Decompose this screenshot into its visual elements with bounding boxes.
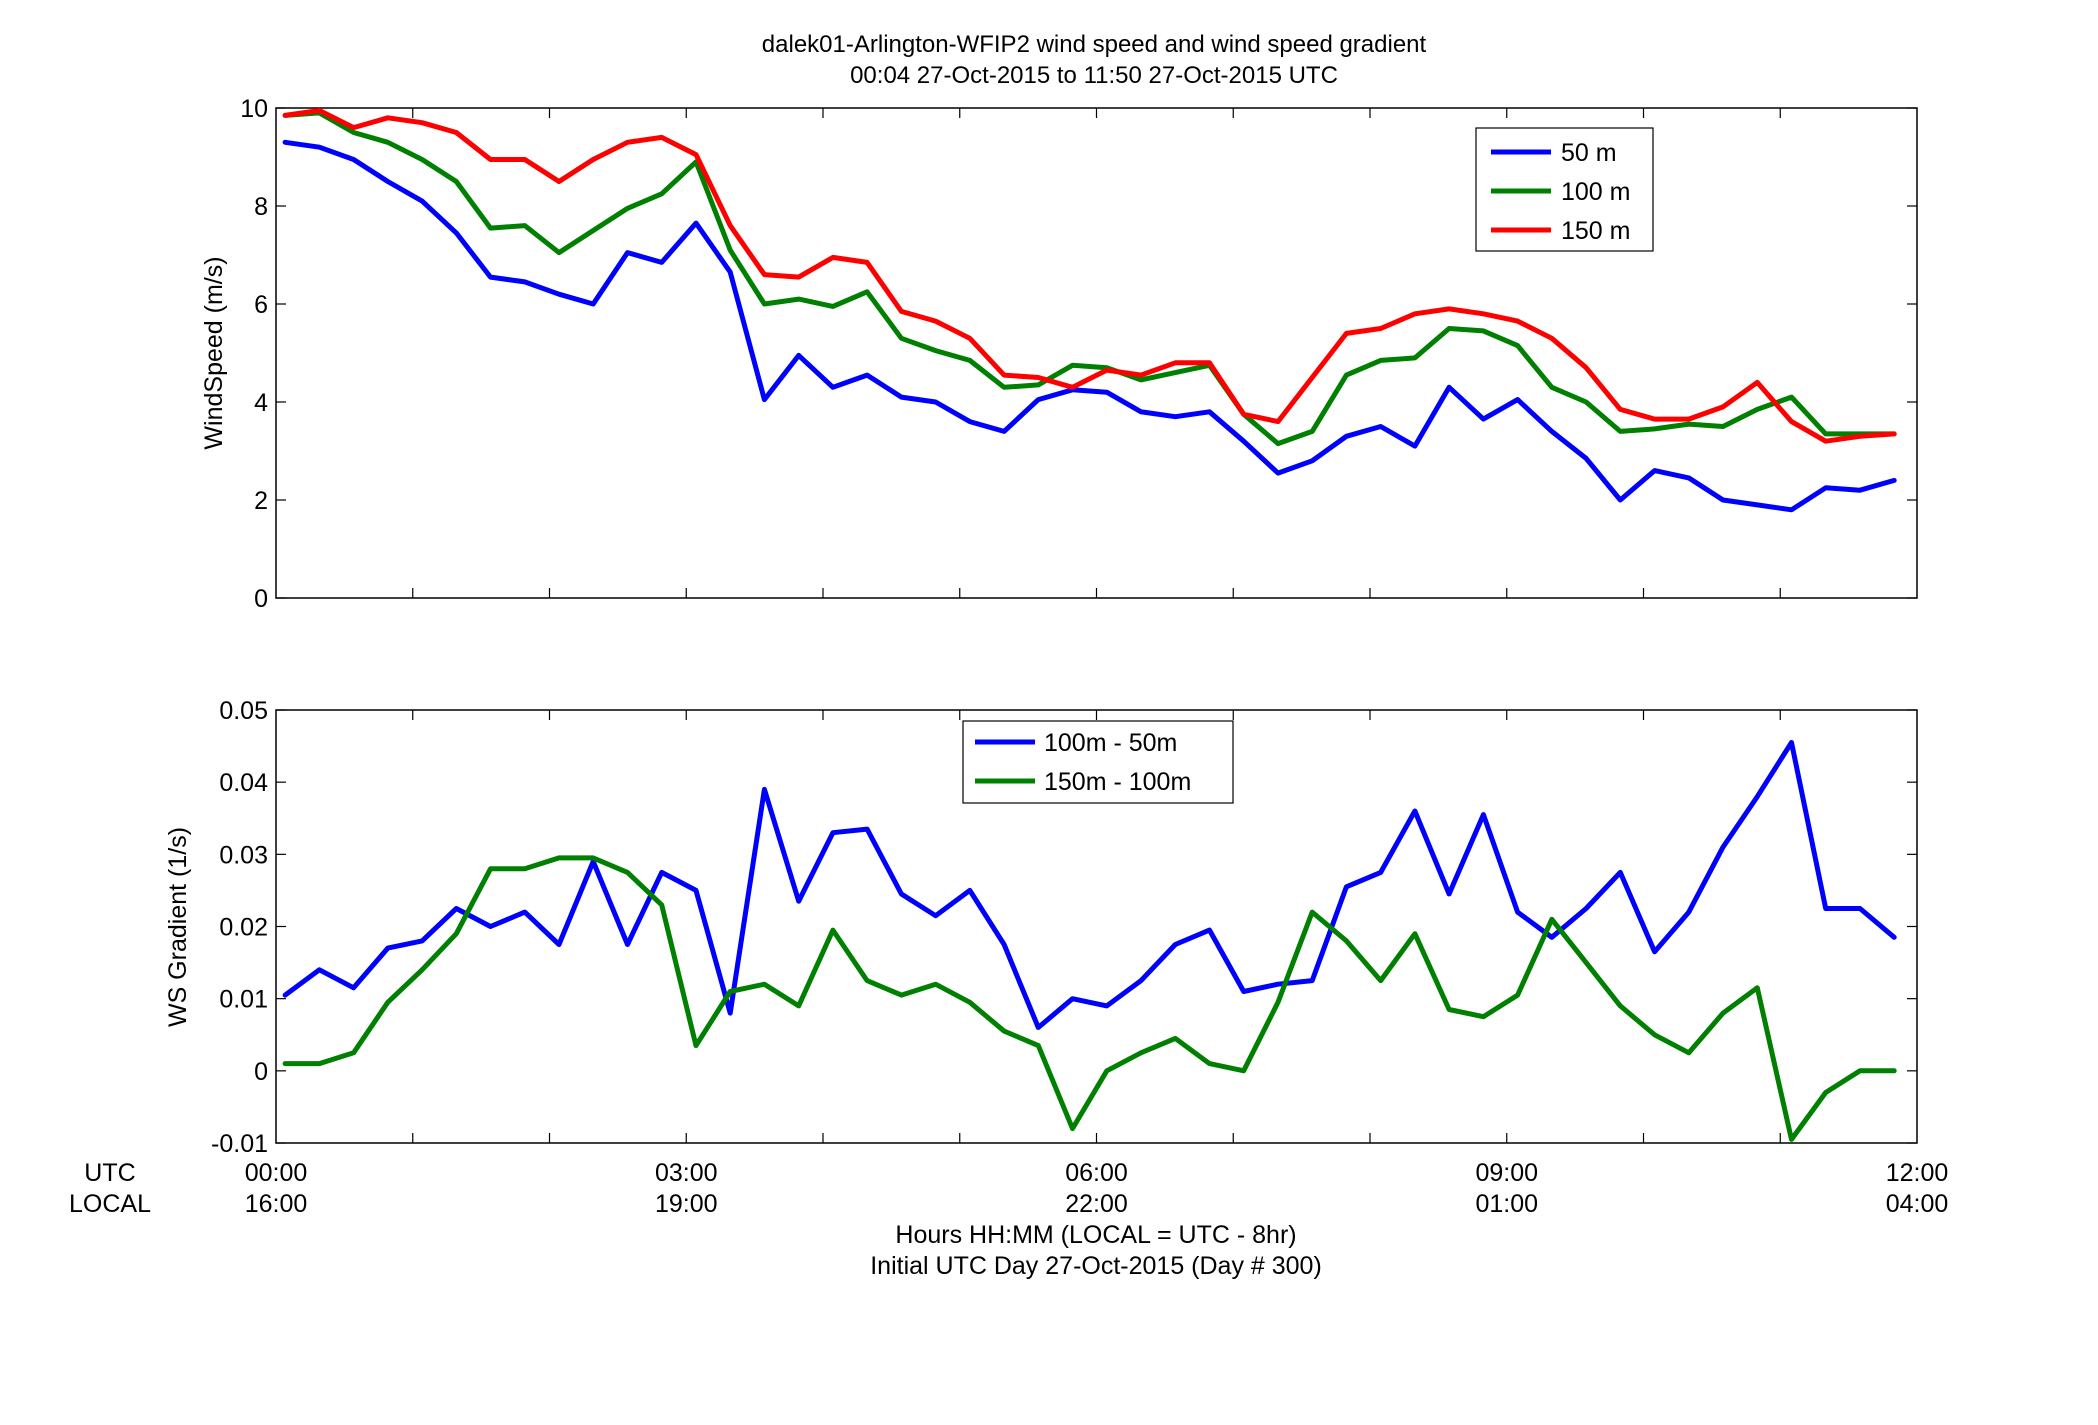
gradient-panel: -0.01 0 0.01 0.02 0.03 0.04 0.05 WS Gradient (… — [164, 697, 1918, 1158]
x-tick-label-utc: 03:00 — [655, 1159, 718, 1187]
y-tick-label: 4 — [254, 389, 268, 417]
y-tick-label: 0 — [254, 585, 268, 613]
windspeed-y-axis-label: WindSpeed (m/s) — [200, 256, 228, 449]
row-label-utc: UTC — [84, 1159, 135, 1187]
x-tick-label-local: 01:00 — [1475, 1190, 1538, 1218]
legend-label-100m: 100 m — [1561, 178, 1630, 206]
windspeed-ticks: 0 2 4 6 8 10 — [240, 95, 1917, 613]
y-tick-label: 10 — [240, 95, 268, 123]
windspeed-series — [282, 108, 1897, 513]
y-tick-label: 0.02 — [219, 914, 268, 942]
y-tick-label: 0.03 — [219, 841, 268, 869]
x-tick-label-local: 22:00 — [1065, 1190, 1128, 1218]
y-tick-label: 0.05 — [219, 697, 268, 725]
legend-label-150m: 150 m — [1561, 217, 1630, 245]
x-axis-label: Hours HH:MM (LOCAL = UTC - 8hr) — [895, 1221, 1296, 1249]
row-label-local: LOCAL — [69, 1190, 151, 1218]
windspeed-panel: 0 2 4 6 8 10 WindSpeed (m/s) 50 m 100 m 150 m — [200, 95, 1918, 613]
y-tick-label: 0 — [254, 1058, 268, 1086]
gradient-y-axis-label: WS Gradient (1/s) — [164, 827, 192, 1027]
series-line-100m — [282, 110, 1897, 447]
y-tick-label: 6 — [254, 291, 268, 319]
x-tick-label-local: 19:00 — [655, 1190, 718, 1218]
windspeed-legend: 50 m 100 m 150 m — [1475, 127, 1654, 252]
x-tick-label-utc: 00:00 — [245, 1159, 308, 1187]
y-tick-label: 2 — [254, 487, 268, 515]
legend-label-100m-50m: 100m - 50m — [1044, 729, 1177, 757]
chart-subtitle: 00:04 27-Oct-2015 to 11:50 27-Oct-2015 U… — [850, 62, 1338, 89]
y-tick-label: -0.01 — [211, 1130, 268, 1158]
gradient-ticks: -0.01 0 0.01 0.02 0.03 0.04 0.05 — [211, 697, 1917, 1158]
series-line-100m-50m — [282, 740, 1897, 1030]
x-axis-sublabel: Initial UTC Day 27-Oct-2015 (Day # 300) — [870, 1252, 1322, 1280]
x-tick-label-local: 16:00 — [245, 1190, 308, 1218]
gradient-legend: 100m - 50m 150m - 100m — [962, 720, 1234, 804]
gradient-legend-box — [962, 720, 1234, 804]
series-line-50m — [282, 139, 1897, 513]
x-tick-labels: 00:00 16:00 03:00 19:00 06:00 22:00 09:00 01:00… — [245, 1159, 1949, 1218]
x-tick-label-utc: 12:00 — [1886, 1159, 1949, 1187]
legend-label-50m: 50 m — [1561, 139, 1617, 167]
y-tick-label: 0.04 — [219, 769, 268, 797]
windspeed-plot-area — [275, 107, 1918, 599]
x-tick-label-utc: 06:00 — [1065, 1159, 1128, 1187]
x-tick-label-local: 04:00 — [1886, 1190, 1949, 1218]
x-tick-label-utc: 09:00 — [1475, 1159, 1538, 1187]
chart-title: dalek01-Arlington-WFIP2 wind speed and w… — [762, 31, 1427, 58]
series-line-150m — [282, 108, 1897, 444]
legend-label-150m-100m: 150m - 100m — [1044, 768, 1191, 796]
series-line-150m-100m — [282, 855, 1897, 1142]
y-tick-label: 0.01 — [219, 986, 268, 1014]
y-tick-label: 8 — [254, 193, 268, 221]
gradient-series — [282, 740, 1897, 1142]
